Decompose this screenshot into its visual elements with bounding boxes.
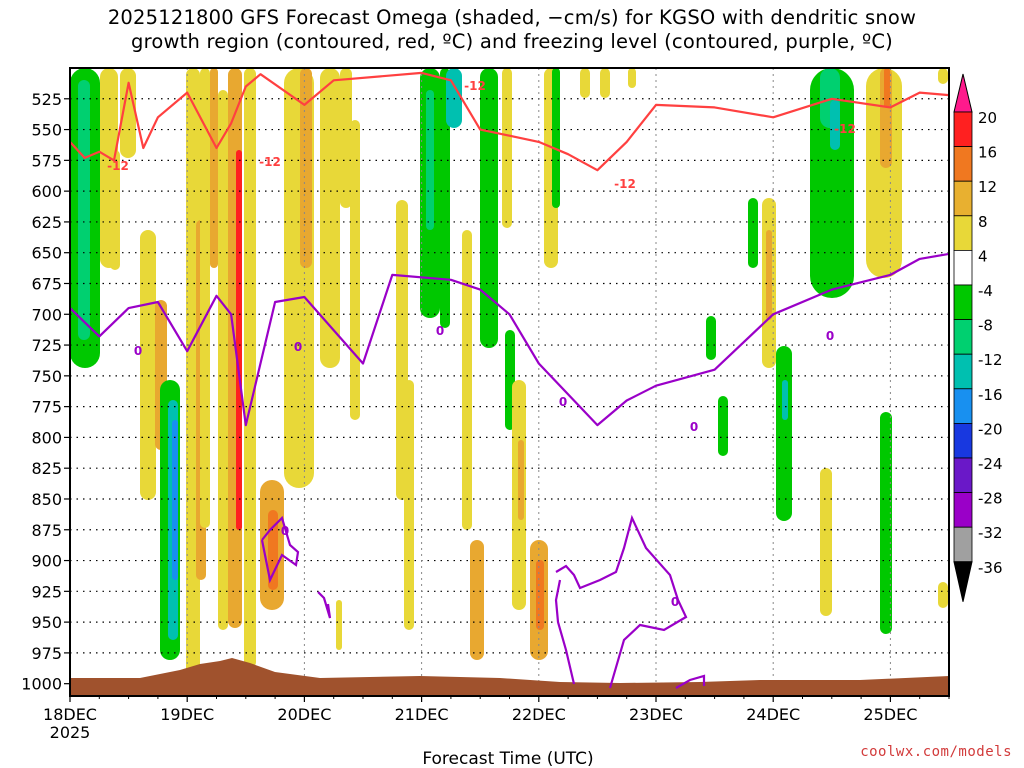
x-axis-label: Forecast Time (UTC) bbox=[422, 749, 593, 768]
freezing-level-contour-line bbox=[554, 579, 576, 685]
x-tick-label: 23DEC bbox=[629, 705, 683, 724]
colorbar-label: -24 bbox=[978, 455, 1003, 473]
colorbar-label: -32 bbox=[978, 524, 1003, 542]
y-tick-label: 975 bbox=[31, 644, 62, 663]
y-tick-label: 950 bbox=[31, 613, 62, 632]
title-line-2: growth region (contoured, red, ºC) and f… bbox=[131, 30, 893, 53]
colorbar-label: -4 bbox=[978, 282, 993, 300]
freezing-level-contour-label: 0 bbox=[826, 329, 834, 343]
colorbar-swatch bbox=[953, 215, 973, 251]
y-tick-label: 600 bbox=[31, 182, 62, 201]
x-tick-label: 18DEC bbox=[43, 705, 97, 724]
dendritic-contour-label: -12 bbox=[107, 159, 129, 173]
colorbar-swatch bbox=[953, 422, 973, 459]
colorbar-swatch bbox=[953, 111, 973, 147]
colorbar-label: -8 bbox=[978, 317, 993, 335]
freezing-level-contour-label: 0 bbox=[559, 395, 567, 409]
colorbar-swatch bbox=[953, 319, 973, 355]
colorbar-swatch bbox=[953, 284, 973, 320]
freezing-level-contour-label: 0 bbox=[671, 595, 679, 609]
contours: -12 -12 -12 -12 -12 0 0 0 0 0 0 0 0 bbox=[70, 71, 949, 689]
colorbar-label: -12 bbox=[978, 351, 1003, 369]
colorbar-label: 8 bbox=[978, 213, 988, 231]
freezing-level-contour-line bbox=[317, 591, 332, 619]
dendritic-contour-line bbox=[70, 71, 949, 172]
colorbar-top-cap bbox=[953, 73, 973, 113]
y-tick-label: 900 bbox=[31, 552, 62, 571]
terrain-fill bbox=[70, 658, 949, 696]
colorbar-bottom-cap bbox=[953, 561, 973, 602]
colorbar-label: 20 bbox=[978, 109, 997, 127]
y-tick-label: 750 bbox=[31, 367, 62, 386]
freezing-level-contour-label: 0 bbox=[281, 524, 289, 538]
gridlines bbox=[70, 68, 949, 696]
y-tick-label: 650 bbox=[31, 244, 62, 263]
freezing-level-contour-line bbox=[555, 514, 688, 689]
colorbar-swatch bbox=[953, 492, 973, 528]
colorbar-swatch bbox=[953, 457, 973, 493]
terrain-polygon bbox=[70, 658, 949, 696]
y-tick-label: 700 bbox=[31, 305, 62, 324]
colorbar-label: 12 bbox=[978, 178, 997, 196]
colorbar-swatch bbox=[953, 388, 973, 424]
colorbar-swatch bbox=[953, 249, 973, 286]
y-tick-label: 675 bbox=[31, 274, 62, 293]
y-tick-label: 925 bbox=[31, 582, 62, 601]
y-tick-label: 1000 bbox=[21, 675, 62, 694]
colorbar-swatch bbox=[953, 180, 973, 217]
colorbar-label: -28 bbox=[978, 490, 1003, 508]
colorbar-label: -20 bbox=[978, 420, 1003, 438]
colorbar-swatch bbox=[953, 353, 973, 390]
y-tick-label: 550 bbox=[31, 121, 62, 140]
freezing-level-contour-label: 0 bbox=[690, 420, 698, 434]
dendritic-contour-label: -12 bbox=[834, 122, 856, 136]
title-line-1: 2025121800 GFS Forecast Omega (shaded, −… bbox=[107, 6, 917, 29]
x-tick-label: 24DEC bbox=[746, 705, 800, 724]
colorbar-label: -36 bbox=[978, 559, 1003, 577]
freezing-level-contour-line bbox=[260, 515, 300, 584]
dendritic-contour-label: -12 bbox=[259, 155, 281, 169]
freezing-level-contour-label: 0 bbox=[436, 324, 444, 338]
colorbar-label: 4 bbox=[978, 247, 988, 265]
x-tick-label: 21DEC bbox=[395, 705, 449, 724]
omega-shading bbox=[70, 68, 948, 688]
chart-title: 2025121800 GFS Forecast Omega (shaded, −… bbox=[0, 6, 1024, 54]
freezing-level-contour-line bbox=[675, 674, 706, 689]
y-tick-label: 725 bbox=[31, 336, 62, 355]
colorbar-swatch bbox=[953, 146, 973, 182]
x-tick-label: 22DEC bbox=[512, 705, 566, 724]
y-tick-label: 575 bbox=[31, 151, 62, 170]
colorbar-label: 16 bbox=[978, 144, 997, 162]
freezing-level-contour-label: 0 bbox=[294, 340, 302, 354]
y-tick-label: 875 bbox=[31, 521, 62, 540]
plot-area: -12 -12 -12 -12 -12 0 0 0 0 0 0 0 0 bbox=[69, 67, 950, 697]
y-tick-label: 825 bbox=[31, 459, 62, 478]
freezing-level-contour-line bbox=[70, 252, 949, 427]
colorbar: 20 16 12 8 4 -4 -8 -12 -16 -20 -24 -28 -32 -36 bbox=[953, 73, 1003, 602]
credit-text: coolwx.com/models bbox=[860, 744, 1012, 760]
x-tick-label: 25DEC bbox=[863, 705, 917, 724]
y-tick-label: 525 bbox=[31, 90, 62, 109]
y-axis: 525 550 575 600 625 650 675 700 725 750 775 800 825 8… bbox=[21, 90, 70, 694]
x-tick-label: 20DEC bbox=[277, 705, 331, 724]
y-tick-label: 775 bbox=[31, 398, 62, 417]
colorbar-swatch bbox=[953, 526, 973, 563]
freezing-level-contour-label: 0 bbox=[134, 344, 142, 358]
x-tick-label: 2025 bbox=[50, 723, 91, 742]
y-tick-label: 800 bbox=[31, 428, 62, 447]
x-tick-label: 19DEC bbox=[160, 705, 214, 724]
y-tick-label: 850 bbox=[31, 490, 62, 509]
dendritic-contour-label: -12 bbox=[614, 177, 636, 191]
dendritic-contour-label: -12 bbox=[464, 79, 486, 93]
y-tick-label: 625 bbox=[31, 213, 62, 232]
colorbar-label: -16 bbox=[978, 386, 1003, 404]
